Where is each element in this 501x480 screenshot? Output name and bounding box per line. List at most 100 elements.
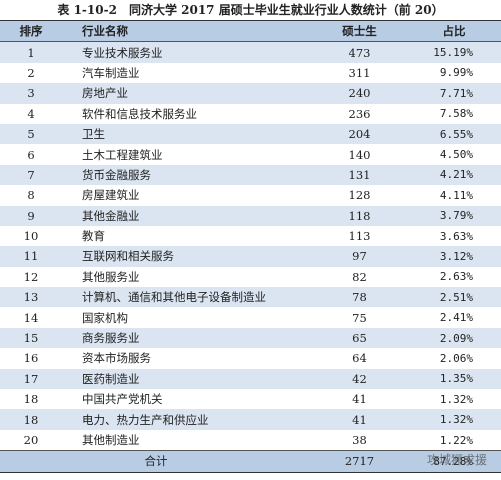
table-cell: 15.19% [407, 41, 501, 63]
table-body: 1 专业技术服务业 473 15.19% 2 汽车制造业 311 9.99% 3 房地产业 240 7… [0, 41, 501, 473]
table-cell: 1.32% [407, 409, 501, 430]
table-cell: 118 [312, 205, 407, 226]
table-row: 18 电力、热力生产和供应业 41 1.32% [0, 409, 501, 430]
table-cell: 42 [312, 368, 407, 390]
table-cell: 2.41% [439, 311, 473, 325]
table-row: 11 互联网和相关服务 97 3.12% [0, 246, 501, 267]
table-cell: 1.35% [407, 368, 501, 390]
table-row: 12 其他服务业 82 2.63% [0, 267, 501, 287]
table-cell: 64 [352, 351, 367, 366]
table-row: 16 资本市场服务 64 2.06% [0, 348, 501, 368]
table-cell: 3 [0, 83, 62, 104]
table-cell: 9 [0, 205, 62, 226]
table-cell: 3.79% [407, 205, 501, 226]
table-cell: 资本市场服务 [82, 351, 151, 366]
table-cell: 2.51% [407, 287, 501, 308]
table-cell: 电力、热力生产和供应业 [62, 409, 312, 430]
total-cell: 2717 [312, 450, 407, 473]
column-header: 占比 [407, 19, 501, 43]
table-cell: 311 [348, 65, 371, 80]
table-row: 4 软件和信息技术服务业 236 7.58% [0, 104, 501, 124]
table-cell: 41 [312, 409, 407, 430]
table-row: 7 货币金融服务 131 4.21% [0, 164, 501, 186]
column-header: 行业名称 [62, 19, 312, 43]
table-cell: 17 [0, 368, 62, 390]
table-cell: 5 [0, 123, 62, 145]
table-cell: 2 [27, 65, 35, 80]
table-cell: 7 [0, 164, 62, 186]
table-cell: 房屋建筑业 [82, 188, 140, 203]
table-cell: 7.71% [407, 83, 501, 104]
table-cell: 其他制造业 [82, 433, 140, 447]
table-cell: 2.06% [439, 351, 473, 365]
table-cell: 其他服务业 [82, 269, 140, 284]
table-row: 5 卫生 204 6.55% [0, 123, 501, 145]
table-cell: 7.58% [439, 107, 473, 121]
total-row: 合计 2717 87.28% [0, 450, 501, 473]
data-table: 排序 行业名称 硕士生 占比 1 专业技术服务业 473 15.19% 2 汽车制造业 311 9.… [0, 19, 501, 473]
table-row: 8 房屋建筑业 128 4.11% [0, 185, 501, 205]
table-cell: 卫生 [62, 123, 312, 145]
table-cell: 2.09% [407, 327, 501, 349]
table-cell: 78 [312, 287, 407, 308]
table-cell: 236 [348, 106, 371, 121]
table-cell: 8 [27, 188, 35, 203]
table-cell: 41 [352, 392, 367, 407]
table-row: 20 其他制造业 38 1.22% [0, 430, 501, 451]
table-cell: 13 [0, 287, 62, 308]
table-cell: 18 [0, 409, 62, 430]
table-cell: 82 [352, 269, 367, 284]
table-cell: 16 [23, 351, 39, 366]
table-cell: 65 [312, 327, 407, 349]
table-cell: 9.99% [439, 66, 473, 80]
table-cell: 131 [312, 164, 407, 186]
table-cell: 3.63% [439, 229, 473, 243]
table-cell: 1 [0, 41, 62, 63]
table-cell: 4.21% [407, 164, 501, 186]
header-row: 排序 行业名称 硕士生 占比 [0, 19, 501, 43]
table-cell: 教育 [82, 229, 105, 244]
table-cell: 11 [0, 246, 62, 267]
table-row: 1 专业技术服务业 473 15.19% [0, 41, 501, 63]
table-cell: 20 [23, 433, 39, 447]
table-row: 14 国家机构 75 2.41% [0, 307, 501, 327]
table-cell: 204 [312, 123, 407, 145]
table-header: 排序 行业名称 硕士生 占比 [0, 19, 501, 43]
table-cell: 140 [348, 147, 371, 162]
table-row: 2 汽车制造业 311 9.99% [0, 63, 501, 83]
table-cell: 4 [27, 106, 35, 121]
table-cell: 其他金融业 [62, 205, 312, 226]
watermark: 攻城狮求援 [426, 453, 487, 467]
table-cell: 汽车制造业 [82, 65, 140, 80]
table-cell: 10 [23, 229, 39, 244]
table-cell: 4.11% [439, 188, 473, 202]
table-cell: 房地产业 [62, 83, 312, 104]
table-title: 表 1-10-2 同济大学 2017 届硕士毕业生就业行业人数统计（前 20） [57, 3, 444, 17]
total-label: 合计 [0, 450, 312, 473]
table-cell: 中国共产党机关 [82, 392, 163, 407]
table-cell: 商务服务业 [62, 327, 312, 349]
table-cell: 113 [348, 229, 371, 244]
table-cell: 6.55% [407, 123, 501, 145]
table-cell: 3.12% [407, 246, 501, 267]
table-cell: 货币金融服务 [62, 164, 312, 186]
table-cell: 医药制造业 [62, 368, 312, 390]
table-cell: 38 [352, 433, 367, 447]
table-row: 15 商务服务业 65 2.09% [0, 327, 501, 349]
table-cell: 240 [312, 83, 407, 104]
table-cell: 12 [23, 269, 39, 284]
table-cell: 专业技术服务业 [62, 41, 312, 63]
column-header: 排序 [0, 19, 62, 43]
table-row: 6 土木工程建筑业 140 4.50% [0, 144, 501, 164]
total-cell: 87.28% [407, 450, 501, 473]
table-cell: 75 [352, 310, 367, 325]
table-cell: 97 [312, 246, 407, 267]
table-row: 9 其他金融业 118 3.79% [0, 205, 501, 226]
table-cell: 国家机构 [82, 310, 128, 325]
table-cell: 128 [348, 188, 371, 203]
column-header: 硕士生 [312, 19, 407, 43]
table-cell: 18 [23, 392, 39, 407]
table-cell: 土木工程建筑业 [82, 147, 163, 162]
table-cell: 1.32% [439, 392, 473, 406]
